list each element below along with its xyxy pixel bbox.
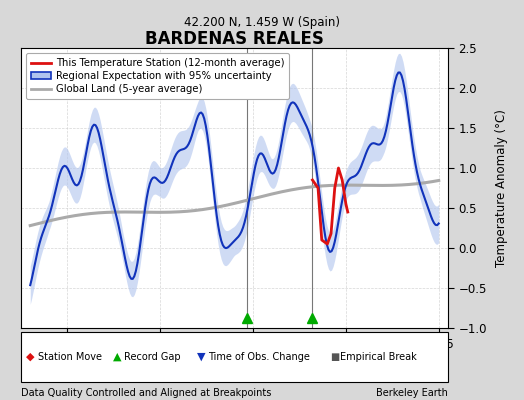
Title: BARDENAS REALES: BARDENAS REALES bbox=[145, 30, 324, 48]
Text: Station Move: Station Move bbox=[38, 352, 102, 362]
Text: Record Gap: Record Gap bbox=[124, 352, 181, 362]
Legend: This Temperature Station (12-month average), Regional Expectation with 95% uncer: This Temperature Station (12-month avera… bbox=[26, 53, 289, 99]
Text: ▲: ▲ bbox=[113, 352, 121, 362]
Text: Data Quality Controlled and Aligned at Breakpoints: Data Quality Controlled and Aligned at B… bbox=[21, 388, 271, 398]
Text: ◆: ◆ bbox=[26, 352, 35, 362]
Text: ■: ■ bbox=[330, 352, 340, 362]
Text: ▼: ▼ bbox=[196, 352, 205, 362]
Text: 42.200 N, 1.459 W (Spain): 42.200 N, 1.459 W (Spain) bbox=[184, 16, 340, 29]
Text: Time of Obs. Change: Time of Obs. Change bbox=[208, 352, 310, 362]
Text: Berkeley Earth: Berkeley Earth bbox=[376, 388, 448, 398]
Y-axis label: Temperature Anomaly (°C): Temperature Anomaly (°C) bbox=[495, 109, 508, 267]
Text: Empirical Break: Empirical Break bbox=[340, 352, 416, 362]
